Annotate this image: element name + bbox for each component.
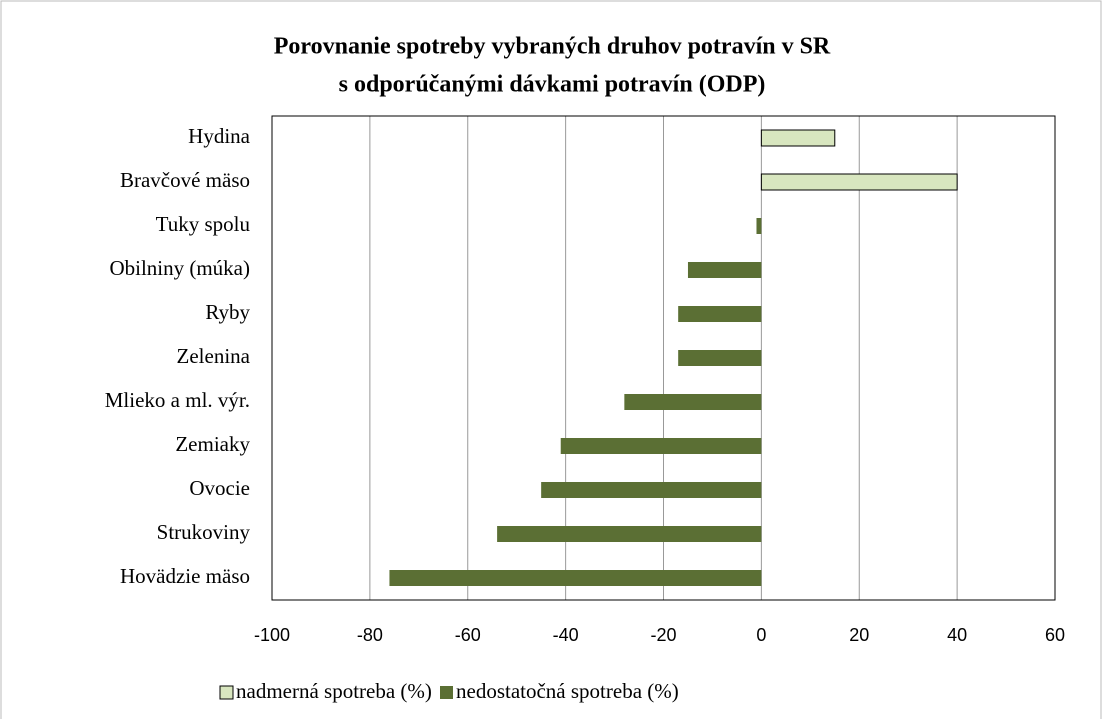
y-tick-label: Zemiaky bbox=[175, 432, 250, 456]
bar bbox=[756, 218, 762, 234]
x-tick-label: 40 bbox=[947, 625, 967, 645]
y-tick-label: Mlieko a ml. výr. bbox=[105, 388, 250, 412]
bar bbox=[560, 438, 762, 454]
legend-label: nedostatočná spotreba (%) bbox=[456, 679, 679, 703]
y-tick-label: Hydina bbox=[188, 124, 251, 148]
chart-title: Porovnanie spotreby vybraných druhov pot… bbox=[274, 34, 831, 60]
y-tick-label: Ryby bbox=[205, 300, 250, 324]
chart-title: s odporúčanými dávkami potravín (ODP) bbox=[339, 72, 766, 98]
y-tick-label: Zelenina bbox=[177, 344, 251, 368]
bar bbox=[760, 129, 836, 147]
y-tick-label: Bravčové mäso bbox=[120, 168, 250, 192]
bar bbox=[678, 306, 762, 322]
x-tick-label: 0 bbox=[756, 625, 766, 645]
legend-label: nadmerná spotreba (%) bbox=[236, 679, 432, 703]
y-tick-label: Ovocie bbox=[189, 476, 250, 500]
legend-swatch bbox=[440, 686, 453, 699]
bar bbox=[541, 482, 762, 498]
plot-border bbox=[271, 115, 1056, 601]
bar bbox=[687, 262, 762, 278]
x-tick-label: -20 bbox=[650, 625, 676, 645]
bar bbox=[497, 526, 762, 542]
x-tick-label: -40 bbox=[553, 625, 579, 645]
x-tick-label: 60 bbox=[1045, 625, 1065, 645]
bar bbox=[760, 173, 958, 191]
legend-swatch bbox=[219, 685, 234, 700]
bar bbox=[678, 350, 762, 366]
y-tick-label: Strukoviny bbox=[157, 520, 251, 544]
bar bbox=[389, 570, 762, 586]
bar bbox=[624, 394, 762, 410]
x-tick-label: -80 bbox=[357, 625, 383, 645]
x-tick-label: 20 bbox=[849, 625, 869, 645]
x-tick-label: -60 bbox=[455, 625, 481, 645]
x-tick-label: -100 bbox=[254, 625, 290, 645]
y-tick-label: Obilniny (múka) bbox=[109, 256, 250, 280]
y-tick-label: Hovädzie mäso bbox=[120, 564, 250, 588]
y-tick-label: Tuky spolu bbox=[156, 212, 251, 236]
